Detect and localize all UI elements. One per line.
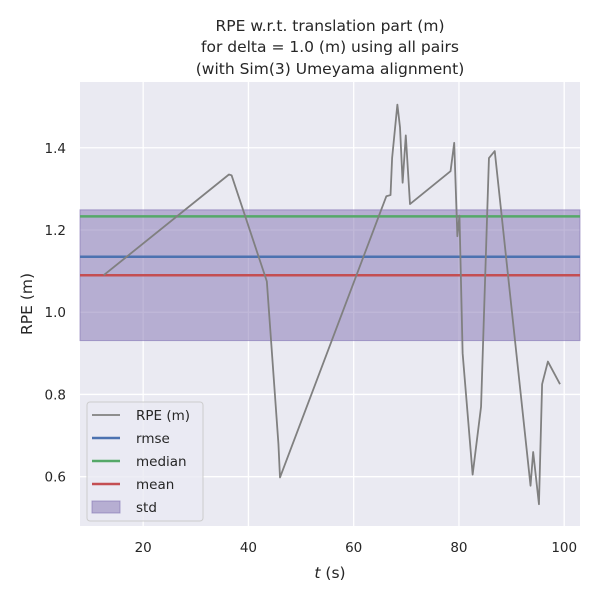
y-tick-label: 0.8 [45, 387, 66, 403]
y-axis-label: RPE (m) [18, 273, 36, 335]
stat-lines-layer [80, 215, 580, 277]
x-tick-labels: 20 40 60 80 100 [135, 540, 578, 556]
legend-label: rmse [136, 431, 170, 447]
title-line-3: (with Sim(3) Umeyama alignment) [196, 60, 465, 78]
x-tick-label: 20 [135, 540, 152, 556]
title-line-2: for delta = 1.0 (m) using all pairs [201, 38, 459, 56]
legend-label: median [136, 454, 187, 470]
chart-title: RPE w.r.t. translation part (m) for delt… [196, 17, 465, 78]
legend-label: std [136, 500, 157, 516]
y-tick-label: 1.0 [45, 305, 66, 321]
rpe-series-line [103, 103, 561, 506]
x-tick-label: 40 [240, 540, 257, 556]
legend-label: RPE (m) [136, 408, 190, 424]
y-tick-label: 1.2 [45, 223, 66, 239]
x-tick-label: 100 [551, 540, 577, 556]
series-layer [103, 103, 561, 506]
legend: RPE (m) rmse median mean std [86, 401, 204, 522]
x-tick-label: 60 [345, 540, 362, 556]
legend-swatch [91, 500, 121, 514]
y-tick-label: 1.4 [45, 141, 66, 157]
title-line-1: RPE w.r.t. translation part (m) [215, 17, 444, 35]
y-tick-label: 0.6 [45, 470, 66, 486]
legend-items: RPE (m) rmse median mean std [91, 408, 190, 516]
legend-box [86, 401, 204, 522]
y-tick-labels: 0.6 0.8 1.0 1.2 1.4 [45, 141, 66, 486]
x-tick-label: 80 [450, 540, 467, 556]
legend-label: mean [136, 477, 174, 493]
x-axis-label: t (s) [314, 564, 345, 582]
